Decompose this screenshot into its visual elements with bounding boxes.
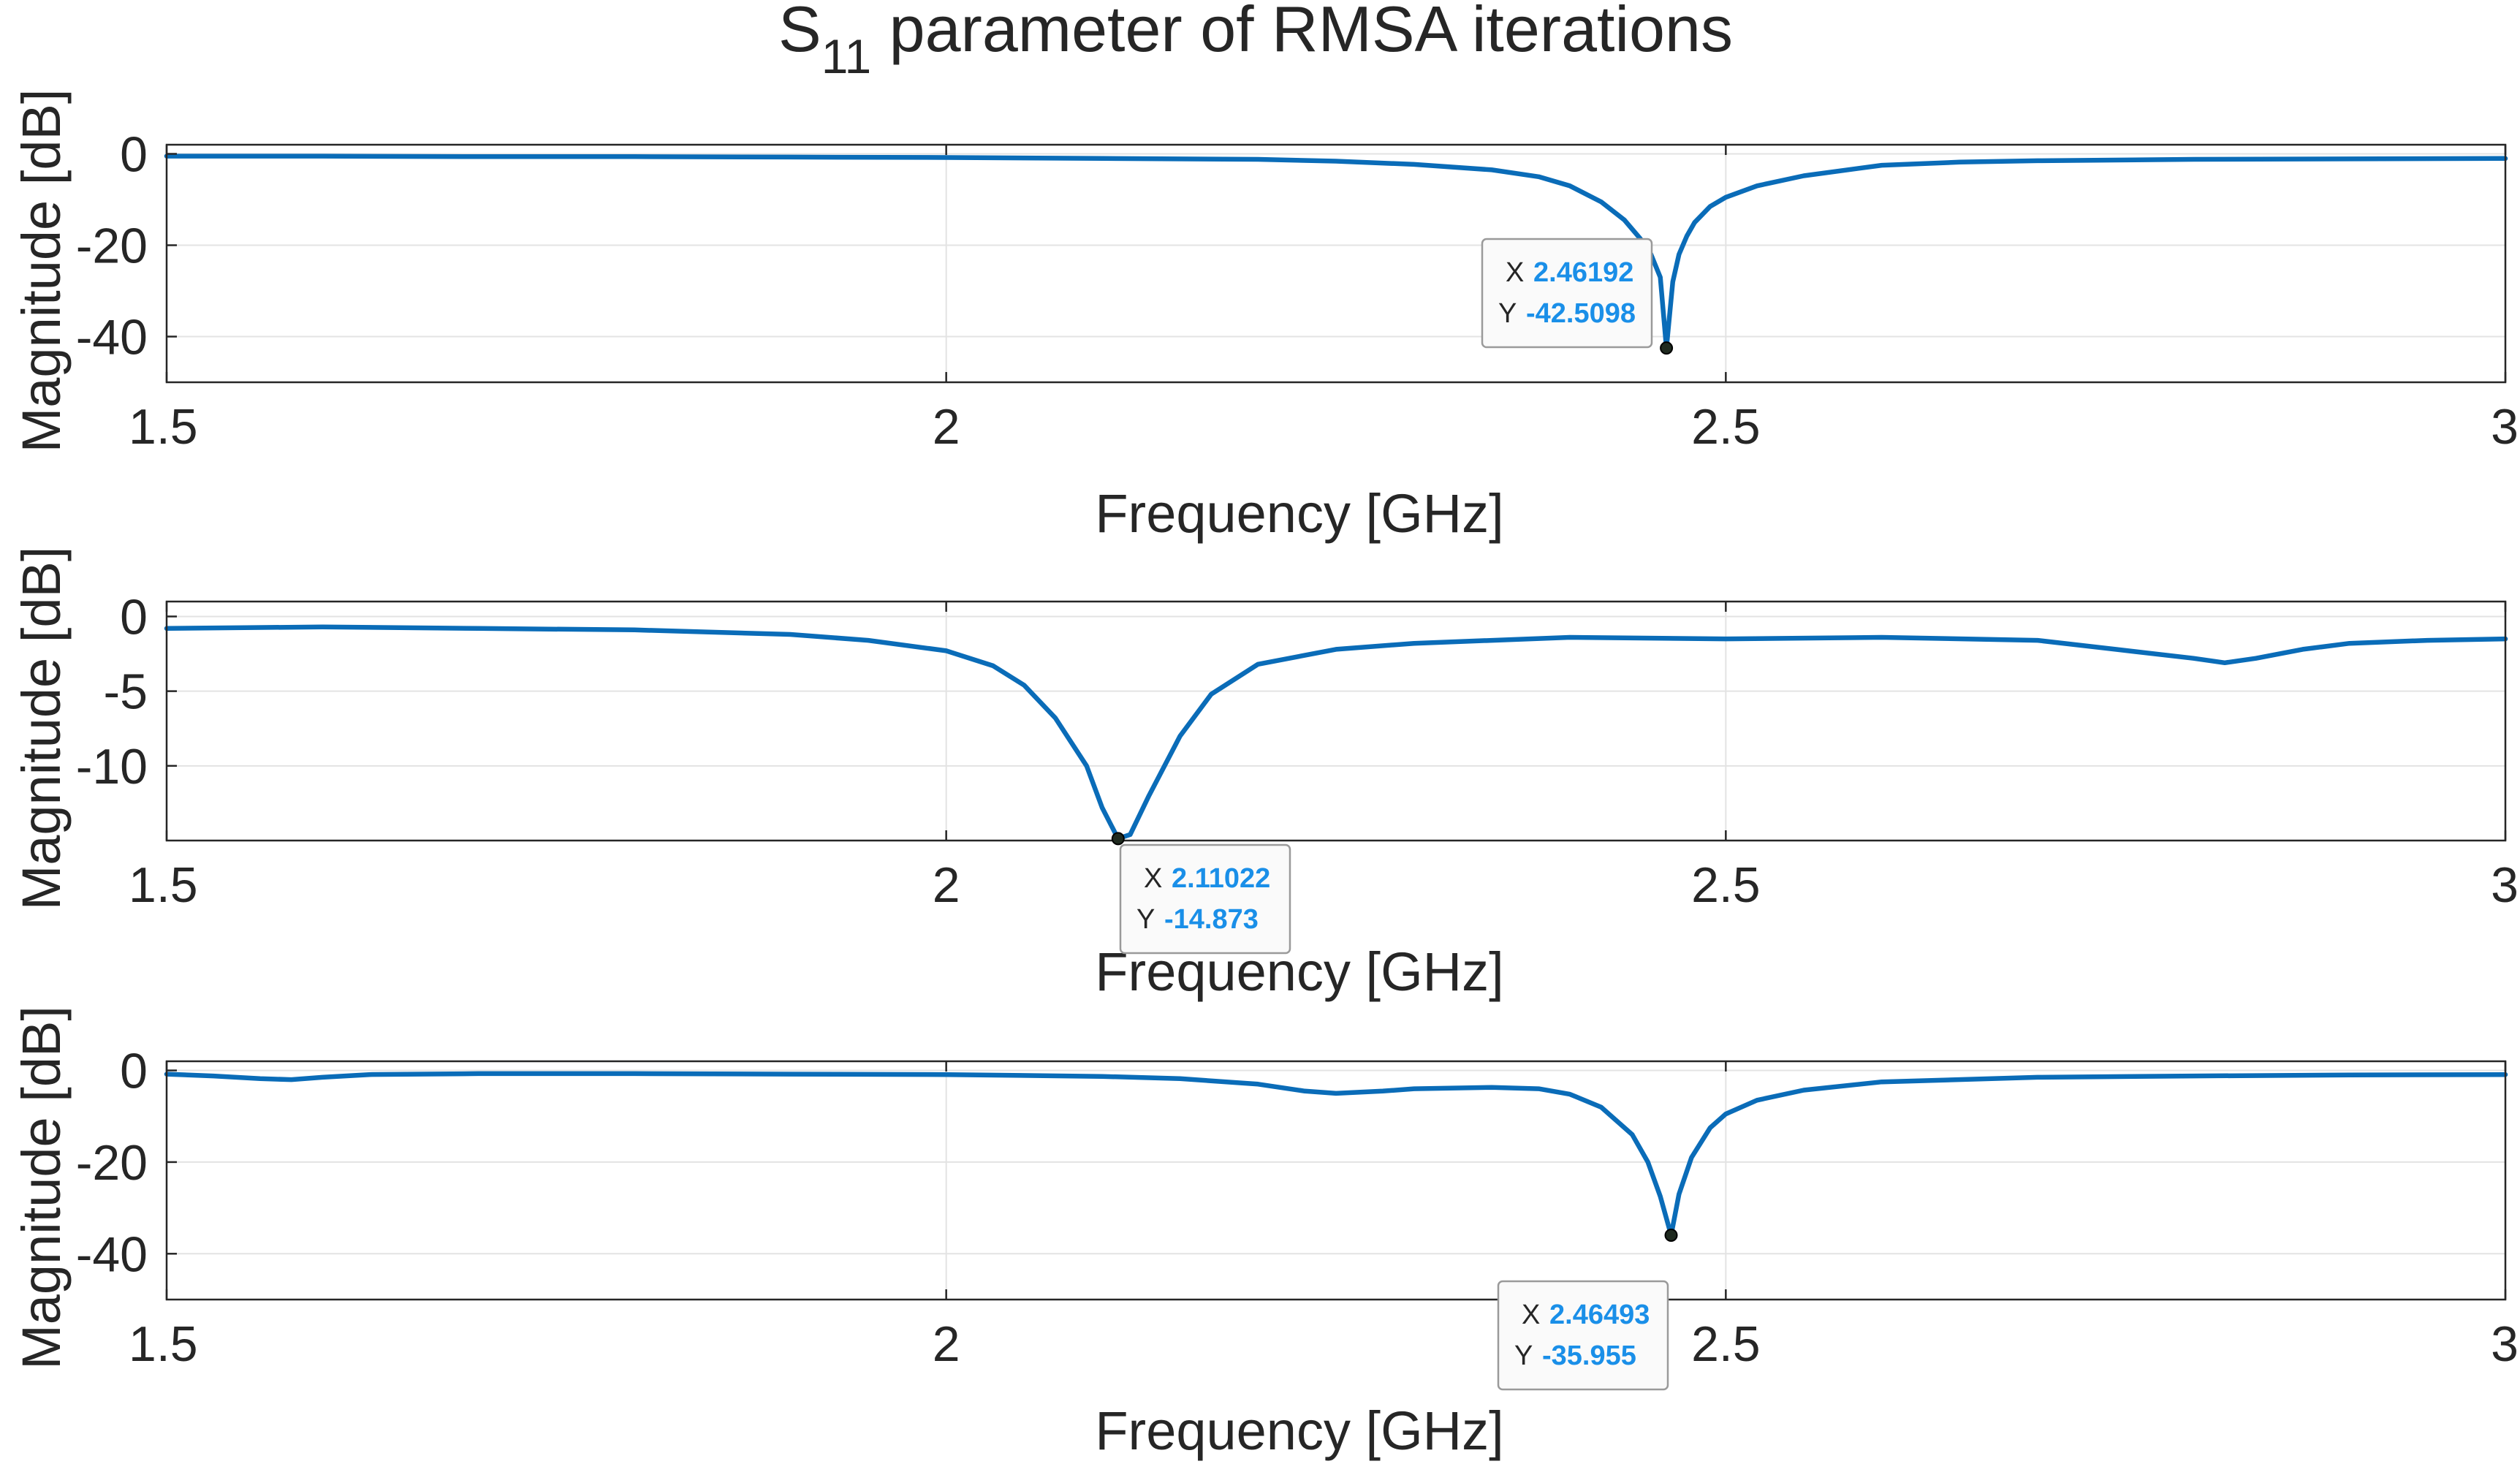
datatip-y-value: -42.5098 [1526, 298, 1636, 329]
datatip-x-value: 2.46493 [1549, 1300, 1650, 1330]
x-tick-label: 1.5 [129, 399, 198, 455]
datatip-y-value: -35.955 [1542, 1340, 1636, 1371]
panel-1: 1.5 2 2.5 3 0 -20 -40 Frequency [GHz] Magnitude … [11, 89, 2519, 544]
datatip-marker[interactable] [1660, 341, 1674, 355]
datatip-y-key: Y [1514, 1340, 1533, 1371]
s11-series-line [164, 1071, 2508, 1238]
x-tick-label: 3 [2491, 399, 2519, 455]
datatip-marker[interactable] [1111, 832, 1125, 846]
datatip[interactable]: X 2.46192 Y -42.5098 [1481, 238, 1653, 349]
y-tick-label: -40 [76, 310, 148, 365]
x-tick-label: 3 [2491, 1316, 2519, 1372]
datatip-x-value: 2.11022 [1172, 863, 1270, 894]
axes-frame [165, 600, 2507, 842]
datatip-x-key: X [1144, 863, 1162, 894]
datatip-box [1497, 1280, 1669, 1391]
x-tick-label: 2 [933, 857, 960, 913]
datatip-y-key: Y [1498, 298, 1517, 329]
x-tick-label: 2 [933, 1316, 960, 1372]
figure-title: S11 parameter of RMSA iterations [778, 0, 1733, 83]
panel-3: 1.5 2 2.5 3 0 -20 -40 Frequency [GHz] Magnitude … [11, 1006, 2519, 1461]
s11-series-line [164, 153, 2508, 351]
datatip-y-value: -14.873 [1164, 904, 1259, 935]
x-axis-label: Frequency [GHz] [1095, 1400, 1503, 1461]
datatip-marker[interactable] [1664, 1228, 1678, 1242]
x-tick-label: 1.5 [129, 857, 198, 913]
datatip-x-key: X [1522, 1300, 1540, 1330]
x-axis-label: Frequency [GHz] [1095, 483, 1503, 544]
y-tick-label: -20 [76, 1135, 148, 1191]
y-tick-label: 0 [120, 1044, 148, 1099]
s11-series-line [164, 624, 2508, 841]
y-axis-label: Magnitude [dB] [11, 1006, 72, 1370]
y-axis-label: Magnitude [dB] [11, 547, 72, 911]
y-tick-label: -10 [76, 739, 148, 794]
x-tick-label: 2.5 [1691, 399, 1761, 455]
axes-frame [165, 1060, 2507, 1301]
datatip-box [1481, 238, 1653, 349]
datatip-x-value: 2.46192 [1533, 257, 1633, 288]
x-tick-label: 2.5 [1691, 857, 1761, 913]
datatip-y-key: Y [1136, 904, 1155, 935]
x-tick-label: 2.5 [1691, 1316, 1761, 1372]
y-tick-label: 0 [120, 127, 148, 183]
datatip[interactable]: X 2.46493 Y -35.955 [1497, 1280, 1669, 1391]
axes-frame [165, 143, 2507, 384]
y-tick-label: -40 [76, 1226, 148, 1282]
y-tick-label: -20 [76, 219, 148, 274]
x-tick-label: 3 [2491, 857, 2519, 913]
y-tick-label: -5 [104, 664, 148, 720]
datatip-x-key: X [1506, 257, 1524, 288]
x-tick-label: 2 [933, 399, 960, 455]
y-axis-label: Magnitude [dB] [11, 89, 72, 453]
datatip-box [1119, 843, 1291, 955]
x-tick-label: 1.5 [129, 1316, 198, 1372]
y-tick-label: 0 [120, 589, 148, 645]
datatip[interactable]: X 2.11022 Y -14.873 [1119, 843, 1291, 955]
